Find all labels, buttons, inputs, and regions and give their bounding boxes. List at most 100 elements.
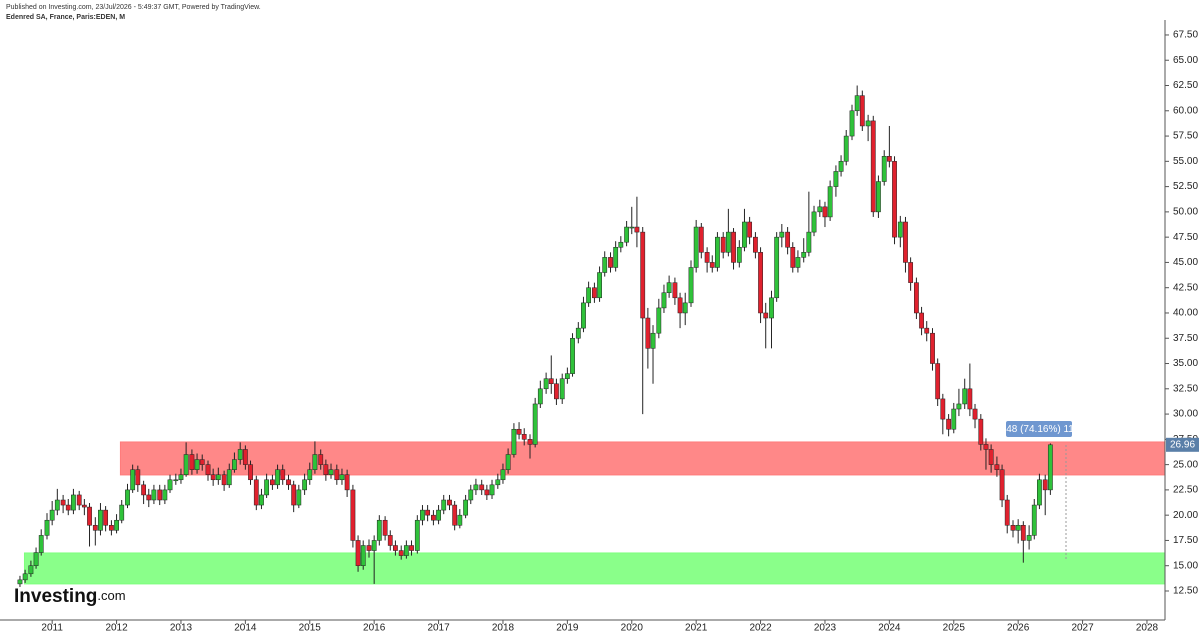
- y-tick-label: 42.50: [1173, 282, 1198, 293]
- candle-body: [688, 267, 694, 304]
- candle-body: [376, 519, 382, 541]
- candle-body: [698, 226, 704, 253]
- candle-body: [436, 509, 441, 521]
- candle-body: [339, 474, 345, 481]
- candle-body: [613, 247, 619, 268]
- candle-body: [232, 459, 237, 470]
- candle-body: [350, 489, 356, 541]
- candle-body: [323, 464, 329, 475]
- candle-body: [28, 565, 34, 575]
- candle-body: [221, 474, 227, 486]
- candle-body: [661, 292, 667, 309]
- candle-body: [543, 378, 549, 390]
- candle-body: [264, 479, 270, 496]
- candle-body: [441, 499, 447, 511]
- candle-body: [876, 181, 881, 213]
- logo-suffix: .com: [97, 588, 125, 603]
- candle-body: [1047, 444, 1053, 491]
- x-tick-label: 2022: [749, 623, 772, 633]
- y-tick-label: 57.50: [1173, 131, 1198, 142]
- candle-body: [656, 307, 662, 334]
- candle-body: [468, 489, 474, 501]
- candle-body: [554, 383, 559, 400]
- candle-body: [790, 247, 796, 268]
- candle-body: [597, 272, 602, 299]
- candle-body: [457, 514, 463, 526]
- x-tick-label: 2019: [556, 623, 579, 633]
- candle-body: [608, 257, 613, 268]
- candle-body: [146, 494, 152, 501]
- candle-body: [280, 469, 286, 481]
- candle-body: [854, 95, 860, 112]
- candle-body: [645, 317, 651, 349]
- candle-body: [886, 156, 892, 162]
- y-tick-label: 62.50: [1173, 80, 1198, 91]
- candle-body: [1037, 479, 1042, 506]
- candle-body: [242, 449, 248, 465]
- candle-body: [355, 540, 361, 566]
- candle-body: [769, 297, 774, 319]
- candle-body: [892, 161, 897, 238]
- candle-body: [473, 484, 479, 491]
- x-tick-label: 2015: [299, 623, 322, 633]
- candle-body: [640, 231, 646, 319]
- logo-brand: Investing: [14, 586, 97, 607]
- candle-body: [881, 156, 887, 182]
- candle-body: [114, 519, 119, 531]
- candle-body: [92, 525, 98, 531]
- candle-body: [988, 449, 994, 465]
- candle-body: [463, 499, 469, 516]
- candle-body: [962, 388, 968, 405]
- candle-body: [215, 474, 221, 481]
- candle-body: [447, 499, 452, 506]
- candle-body: [286, 479, 291, 486]
- candle-body: [537, 388, 543, 405]
- candle-body: [452, 504, 458, 526]
- candle-body: [930, 332, 935, 364]
- candle-body: [130, 469, 136, 491]
- measure-label: 11.48 (74.16%) 1148: [993, 424, 1085, 435]
- candle-body: [946, 418, 952, 430]
- candle-body: [516, 428, 522, 435]
- candle-body: [414, 519, 420, 551]
- x-tick-label: 2016: [363, 623, 386, 633]
- candle-body: [903, 221, 908, 263]
- candle-body: [178, 474, 184, 481]
- candle-body: [259, 494, 264, 506]
- candle-body: [634, 226, 640, 233]
- candle-body: [49, 509, 55, 521]
- x-tick-label: 2020: [621, 623, 644, 633]
- candle-body: [919, 312, 924, 329]
- x-tick-label: 2021: [685, 623, 708, 633]
- candle-body: [76, 494, 82, 506]
- candle-body: [811, 211, 817, 233]
- y-tick-label: 12.50: [1173, 586, 1198, 597]
- candle-body: [753, 236, 758, 253]
- candle-body: [479, 484, 485, 491]
- x-tick-label: 2027: [1071, 623, 1094, 633]
- candle-body: [704, 252, 710, 263]
- candle-body: [725, 231, 731, 253]
- candle-body: [334, 469, 340, 481]
- candle-body: [65, 504, 71, 511]
- candle-body: [38, 535, 44, 553]
- candle-body: [173, 479, 179, 482]
- candle-body: [709, 262, 715, 268]
- candle-body: [500, 469, 506, 481]
- candle-body: [822, 206, 828, 218]
- candle-body: [194, 459, 200, 470]
- candle-body: [548, 378, 554, 384]
- candle-body: [940, 398, 946, 420]
- candle-body: [774, 236, 780, 299]
- candle-body: [935, 363, 941, 400]
- x-tick-label: 2011: [41, 623, 63, 633]
- y-tick-label: 52.50: [1173, 181, 1198, 192]
- candle-body: [827, 186, 833, 218]
- y-tick-label: 60.00: [1173, 105, 1198, 116]
- candle-body: [328, 469, 334, 475]
- y-tick-label: 15.00: [1173, 560, 1198, 571]
- candles: [17, 85, 1053, 587]
- candle-body: [393, 545, 398, 551]
- candle-body: [425, 509, 431, 516]
